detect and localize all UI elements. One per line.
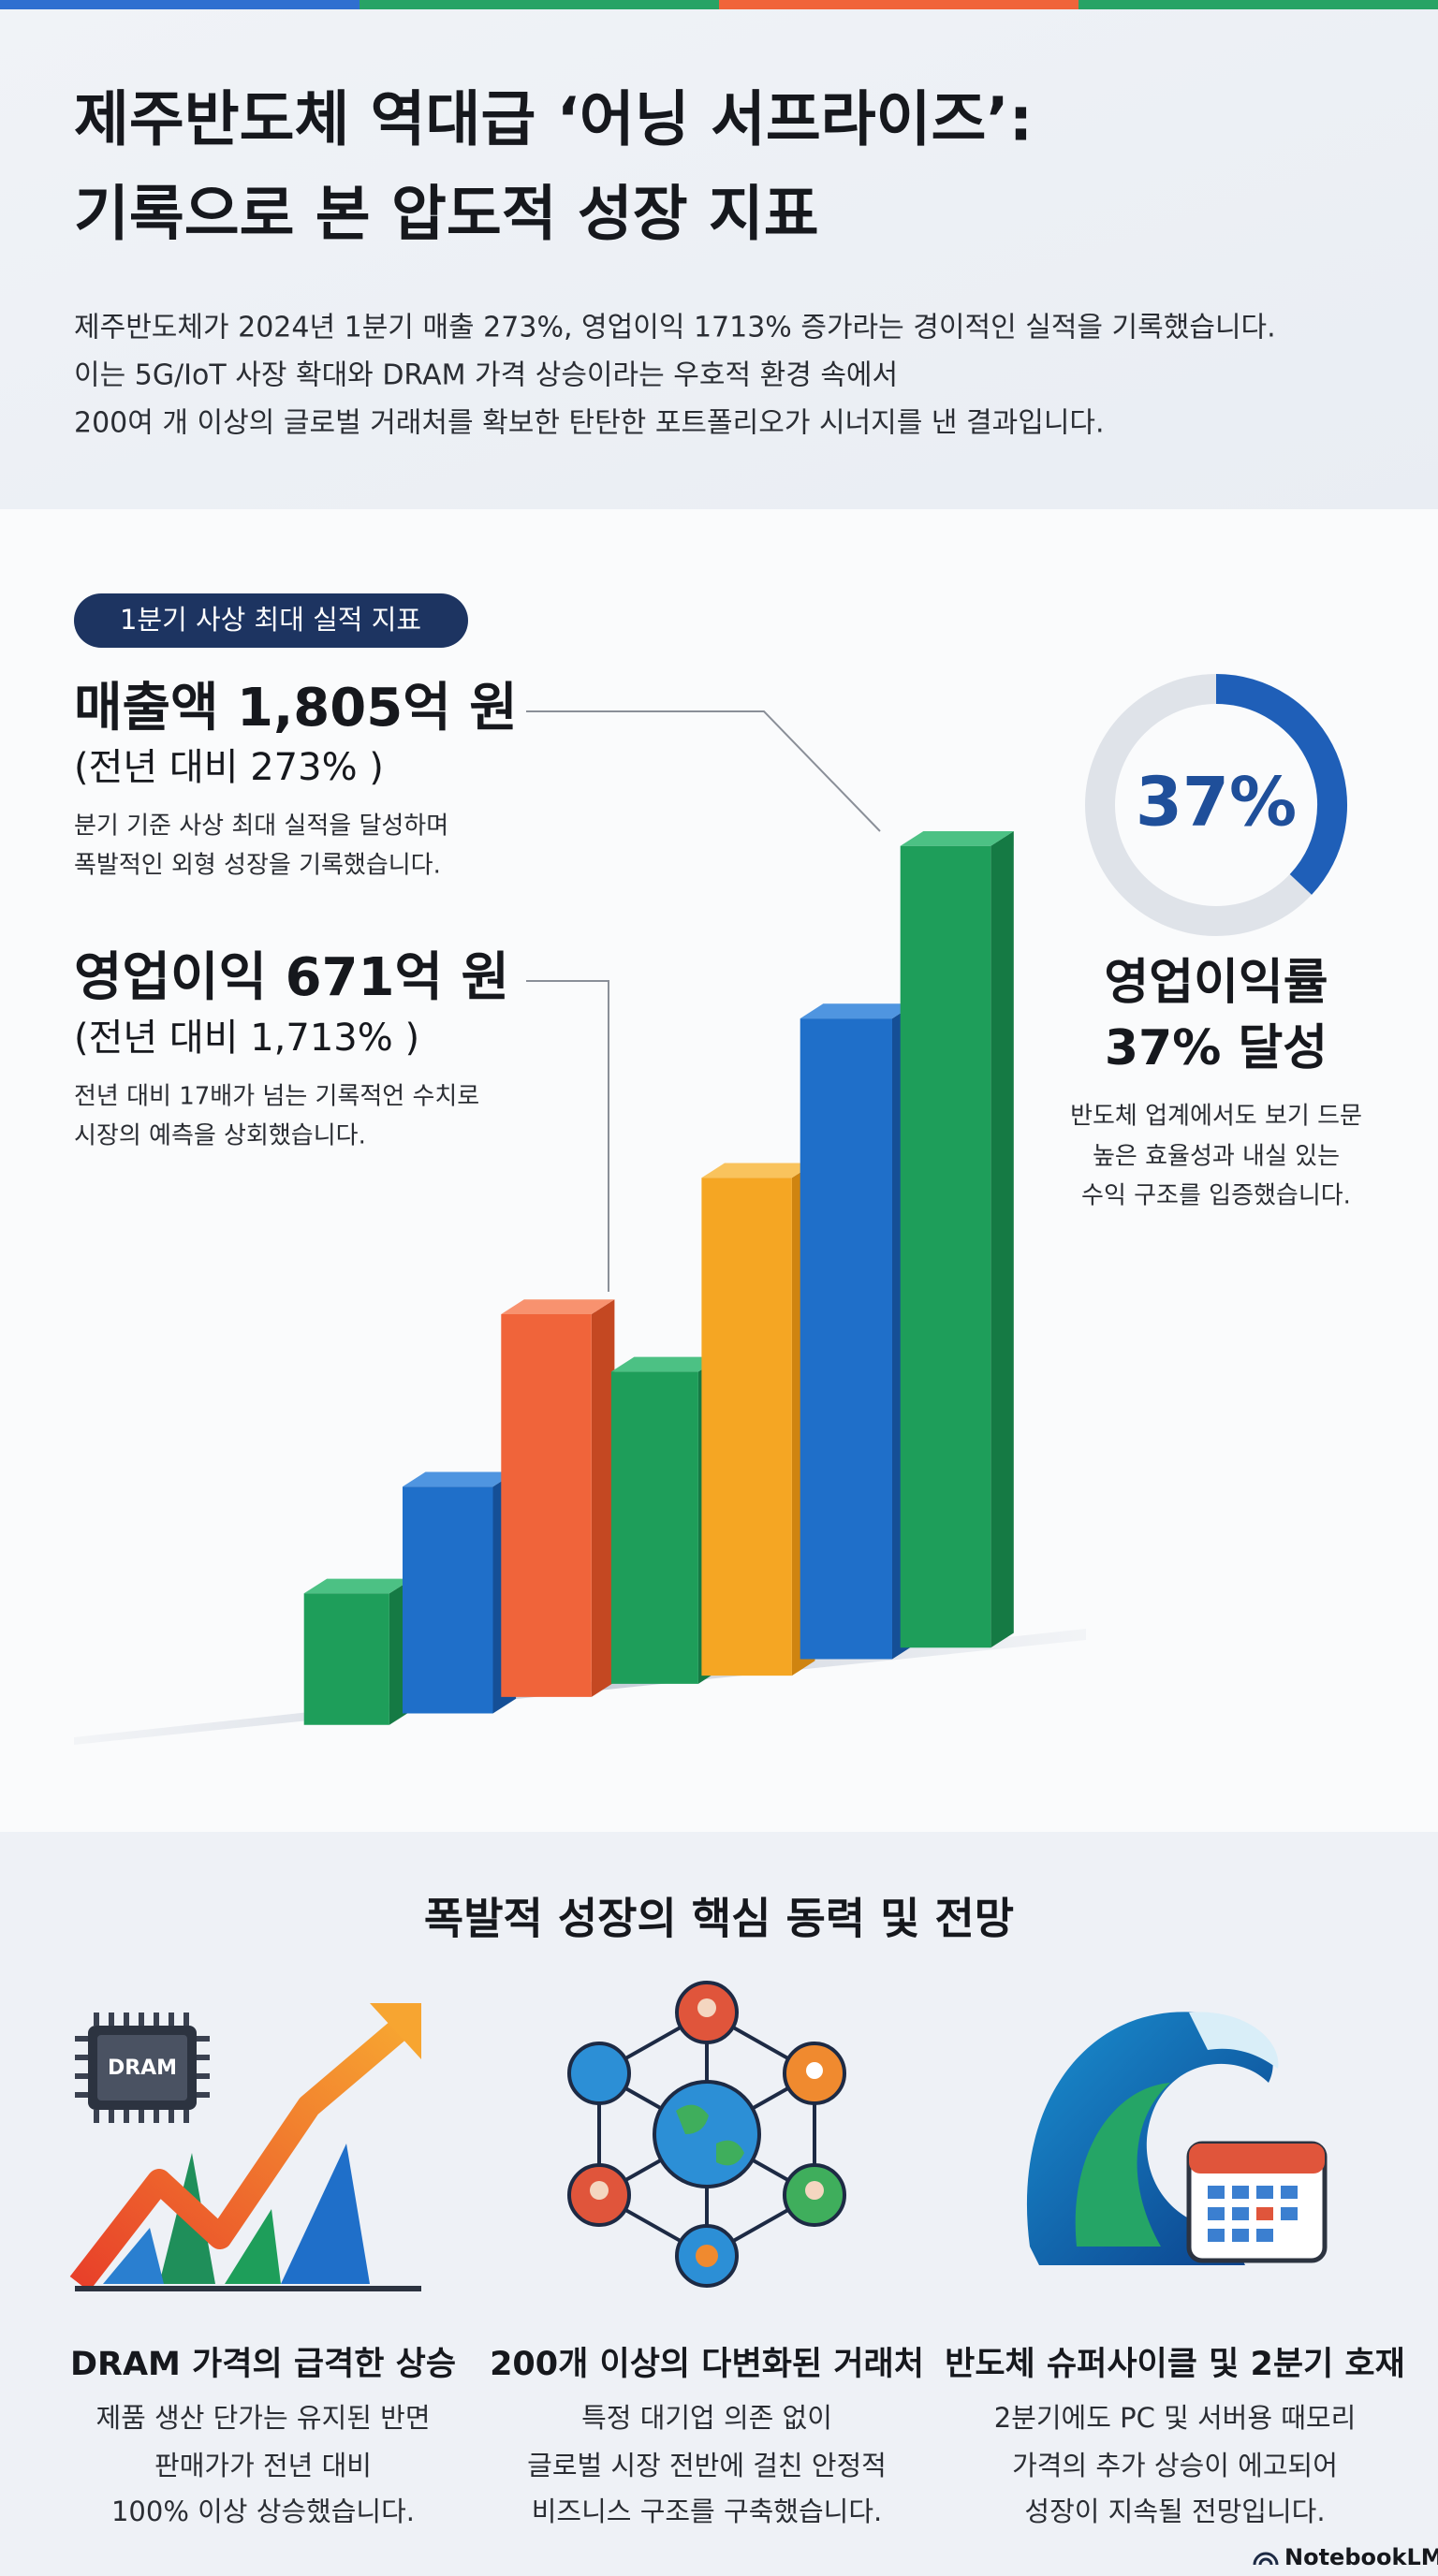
bar-face	[990, 831, 1014, 1648]
item-description: 특정 대기업 의존 없이	[581, 2402, 832, 2434]
item-description: 글로벌 시장 전반에 걸친 안정적	[527, 2450, 887, 2481]
metric-comparison: (전년 대비 1,713% )	[74, 1017, 419, 1060]
bar-face	[800, 1018, 892, 1660]
bar-face	[303, 1578, 413, 1594]
description: 제주반도체가 2024년 1분기 매출 273%, 영업이익 1713% 증가라…	[74, 312, 1276, 344]
metric-heading: 영업이익 671억 원	[74, 947, 509, 1008]
margin-description: 수익 구조를 입증했습니다.	[1081, 1182, 1351, 1210]
header-bg	[0, 9, 1438, 509]
strip	[0, 0, 360, 9]
item-description: 성장이 지속될 전망입니다.	[1024, 2496, 1325, 2527]
strip	[1078, 0, 1438, 9]
badge	[74, 593, 468, 648]
metric-description: 시장의 예측을 상회했습니다.	[74, 1122, 366, 1150]
item-title: DRAM 가격의 급격한 상승	[70, 2346, 456, 2383]
bar-face	[701, 1178, 792, 1676]
margin-description: 높은 효율성과 내실 있는	[1093, 1143, 1340, 1171]
donut-arc	[1215, 674, 1347, 895]
bar-face	[701, 1163, 815, 1178]
item-description: 2분기에도 PC 및 서버용 때모리	[994, 2402, 1357, 2434]
badge-text: 1분기 사상 최대 실적 지표	[120, 604, 421, 636]
bar-face	[800, 1003, 916, 1019]
donut-label: 37%	[1136, 763, 1297, 842]
item-description: 100% 이상 상승했습니다.	[111, 2496, 415, 2527]
bar-face	[501, 1314, 592, 1697]
item-description: 제품 생산 단가는 유지된 반면	[95, 2402, 430, 2434]
item-title: 200개 이상의 다변화된 거래처	[490, 2346, 924, 2383]
metric-comparison: (전년 대비 273% )	[74, 746, 384, 789]
margin-description: 반도체 업계에서도 보기 드문	[1070, 1103, 1362, 1131]
metric-description: 분기 기준 사상 최대 실적을 달성하며	[74, 812, 448, 841]
item-description: 가격의 추가 상승이 에고되어	[1012, 2450, 1338, 2481]
bar-face	[403, 1471, 517, 1487]
icon-network	[567, 1981, 846, 2288]
connector	[526, 710, 881, 832]
bar-face	[403, 1486, 493, 1714]
chip-label: DRAM	[108, 2056, 177, 2080]
strip	[360, 0, 719, 9]
decorative-bars	[303, 831, 1014, 1725]
section-title: 폭발적 성장의 핵심 동력 및 전망	[424, 1894, 1014, 1944]
brand-logo	[1253, 2552, 1279, 2566]
bar-face	[900, 845, 991, 1648]
icon-wave	[1026, 2012, 1328, 2265]
metric-description: 폭발적인 외형 성장을 기록했습니다.	[74, 852, 441, 880]
bar-face	[610, 1371, 698, 1684]
item-title: 반도체 슈퍼사이클 및 2분기 호재	[945, 2346, 1405, 2383]
connector	[526, 980, 609, 1292]
item-description: 비즈니스 구조를 구축했습니다.	[532, 2496, 883, 2527]
metric-description: 전년 대비 17배가 넘는 기록적언 수치로	[74, 1083, 479, 1111]
title: 제주반도체 역대급 ‘어닝 서프라이즈’:	[74, 86, 1033, 155]
bar-face	[610, 1356, 722, 1372]
bar-face	[591, 1299, 615, 1697]
margin-heading: 영업이익률	[1104, 955, 1328, 1011]
strip	[719, 0, 1078, 9]
bar-face	[900, 831, 1014, 846]
item-description: 판매가가 전년 대비	[154, 2450, 372, 2481]
margin-heading: 37% 달성	[1105, 1020, 1328, 1076]
bar-face	[303, 1593, 389, 1725]
title: 기록으로 본 압도적 성장 지표	[74, 181, 819, 250]
icon-dram: DRAM	[69, 2003, 421, 2291]
brand: NotebookLM	[1284, 2544, 1438, 2570]
description: 200여 개 이상의 글로벌 거래처를 확보한 탄탄한 포트폴리오가 시너지를 …	[74, 407, 1105, 440]
bar-face	[501, 1299, 615, 1314]
metric-heading: 매출액 1,805억 원	[74, 678, 518, 739]
description: 이는 5G/IoT 사장 확대와 DRAM 가격 상승이라는 우호적 환경 속에…	[74, 359, 898, 392]
